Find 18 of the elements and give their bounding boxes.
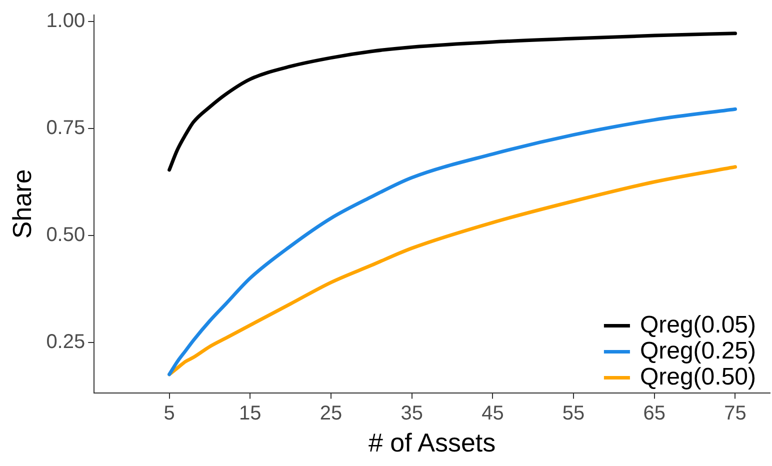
x-tick-label: 65	[643, 402, 666, 424]
x-tick-label: 35	[400, 402, 423, 424]
legend-label: Qreg(0.05)	[640, 311, 756, 338]
x-tick-label: 5	[164, 402, 175, 424]
y-tick-label: 0.75	[46, 116, 86, 139]
y-tick-label: 1.00	[46, 10, 86, 32]
x-tick-label: 25	[320, 402, 342, 424]
x-tick-label: 75	[724, 402, 746, 424]
line-series	[168, 32, 737, 172]
y-tick-label: 0.50	[46, 224, 86, 246]
x-tick-label: 55	[562, 402, 585, 424]
legend-label: Qreg(0.25)	[640, 337, 756, 364]
legend-label: Qreg(0.50)	[640, 363, 756, 390]
y-axis-title: Share	[6, 169, 37, 239]
x-axis-title: # of Assets	[368, 428, 496, 458]
y-tick-label: 0.25	[46, 330, 86, 353]
x-tick-label: 45	[482, 402, 504, 424]
x-tick-label: 15	[239, 402, 262, 424]
